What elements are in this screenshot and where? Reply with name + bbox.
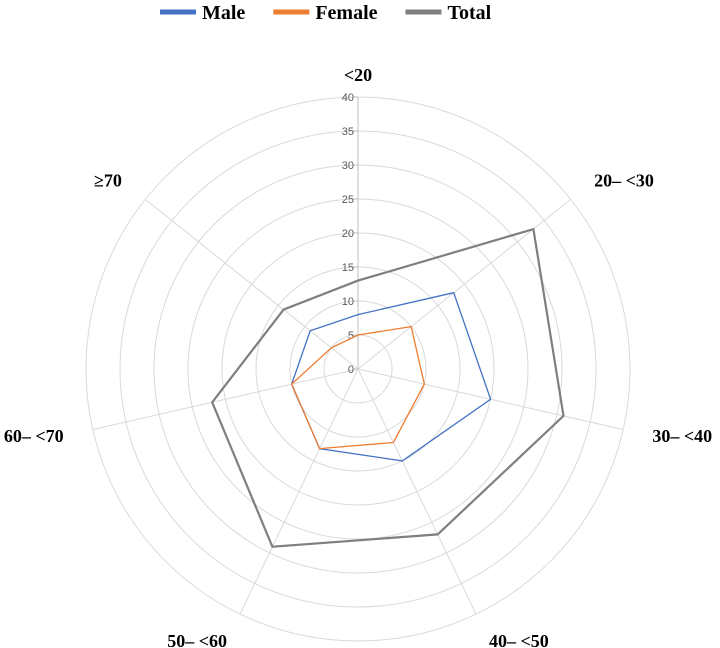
grid-spoke xyxy=(145,199,359,370)
category-label: <20 xyxy=(344,65,372,85)
category-label: 50– <60 xyxy=(167,631,227,648)
radial-tick-label: 0 xyxy=(348,364,354,376)
radial-tick-label: 35 xyxy=(342,126,354,138)
legend-label-male: Male xyxy=(202,2,245,24)
grid xyxy=(85,96,631,642)
category-label: 60– <70 xyxy=(4,426,64,446)
radial-tick-label: 30 xyxy=(342,160,354,172)
legend: Male Female Total xyxy=(160,2,492,24)
category-label: 30– <40 xyxy=(652,426,712,446)
grid-spoke xyxy=(92,368,359,431)
series-line-total xyxy=(210,227,565,548)
grid-spoke xyxy=(357,199,571,370)
category-label: 20– <30 xyxy=(594,171,654,191)
category-labels: <20 20– <30 30– <40 40– <50 50– <60 60– <70 ≥7… xyxy=(4,65,712,648)
series xyxy=(210,227,565,548)
radial-tick-label: 10 xyxy=(342,296,354,308)
grid-spoke xyxy=(357,368,477,615)
category-label: ≥70 xyxy=(94,171,122,191)
radial-tick-label: 5 xyxy=(348,330,354,342)
radial-axis-ticks: 0 5 10 15 20 25 30 35 40 xyxy=(342,92,354,376)
radial-tick-label: 25 xyxy=(342,194,354,206)
legend-label-total: Total xyxy=(448,2,492,24)
radial-tick-label: 40 xyxy=(342,92,354,104)
series-line-male xyxy=(291,291,492,462)
radial-tick-label: 15 xyxy=(342,262,354,274)
legend-label-female: Female xyxy=(315,2,377,24)
grid-spoke xyxy=(239,368,359,615)
radial-tick-label: 20 xyxy=(342,228,354,240)
series-line-female xyxy=(290,325,425,450)
category-label: 40– <50 xyxy=(489,631,549,648)
